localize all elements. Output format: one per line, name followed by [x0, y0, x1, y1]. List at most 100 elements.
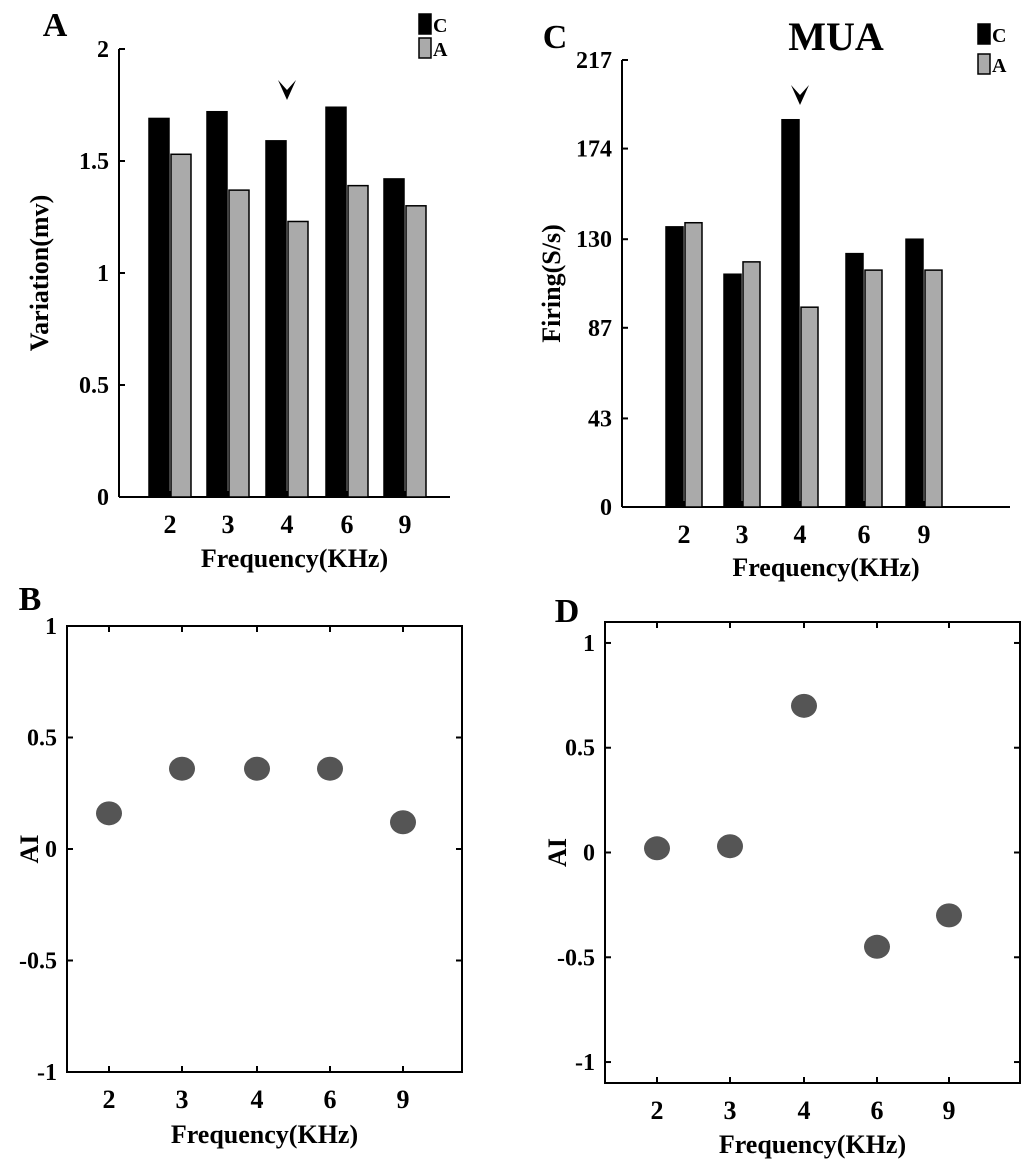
point-9 — [390, 810, 416, 835]
bar-C-4 — [781, 118, 800, 508]
point-3 — [717, 834, 743, 859]
y-tick-label: 0.5 — [565, 736, 595, 762]
panel-C: C MUA 0 43 87 130 174 217 2 3 4 6 9 Frequency(KHz) Fir… — [537, 14, 1010, 582]
y-tick-label: 0.5 — [27, 726, 57, 752]
point-6 — [317, 756, 343, 781]
arrow-marker — [278, 80, 296, 100]
y-tick-label: 0 — [45, 837, 57, 863]
bar-A-6 — [347, 184, 369, 498]
point-2 — [644, 836, 670, 861]
legend-swatch-C — [977, 23, 991, 45]
bar-A-6 — [864, 269, 883, 508]
x-tick-label: 2 — [678, 520, 691, 549]
y-tick-label: 1 — [97, 261, 109, 287]
x-tick-label: 9 — [397, 1085, 410, 1114]
x-tick-label: 4 — [794, 520, 807, 549]
y-tick-label: 43 — [588, 406, 612, 432]
panel-A: A 0 0.5 1 1.5 2 2 3 4 6 9 Frequency(KHz) Variation(m… — [25, 7, 450, 573]
panel-B: B -1 -0.5 0 0.5 1 2 3 4 6 9 Frequency(KHz) AI — [15, 581, 463, 1149]
bar-A-9 — [924, 269, 943, 508]
y-axis-label: AI — [543, 838, 572, 867]
bar-A-2 — [170, 153, 192, 498]
legend-label-A: A — [433, 39, 448, 61]
point-9 — [936, 903, 962, 928]
chart-title: MUA — [788, 14, 884, 59]
point-4 — [244, 756, 270, 781]
x-axis-label: Frequency(KHz) — [171, 1120, 358, 1149]
y-tick-label: -1 — [575, 1050, 595, 1076]
x-tick-label: 3 — [176, 1085, 189, 1114]
point-6 — [864, 934, 890, 959]
bar-A-4 — [800, 306, 819, 508]
bar-A-2 — [684, 221, 703, 508]
bar-C-2 — [665, 226, 684, 508]
point-3 — [169, 756, 195, 781]
x-tick-label: 3 — [736, 520, 749, 549]
panel-label-C: C — [543, 19, 568, 56]
x-tick-label: 9 — [943, 1096, 956, 1125]
x-tick-label: 3 — [222, 510, 235, 539]
y-tick-label: 87 — [588, 316, 612, 342]
y-tick-label: 0 — [97, 485, 109, 511]
bar-A-9 — [405, 205, 427, 498]
panel-label-B: B — [19, 581, 42, 618]
y-axis-label: Firing(S/s) — [537, 224, 566, 342]
bar-C-9 — [905, 238, 924, 508]
y-tick-label: -1 — [37, 1060, 57, 1086]
y-tick-label: 174 — [576, 137, 612, 163]
x-tick-label: 3 — [724, 1096, 737, 1125]
y-tick-label: 1 — [583, 631, 595, 657]
x-tick-label: 2 — [651, 1096, 664, 1125]
x-tick-label: 4 — [251, 1085, 264, 1114]
y-tick-label: 1.5 — [79, 149, 109, 175]
x-tick-label: 2 — [103, 1085, 116, 1114]
x-tick-label: 4 — [798, 1096, 811, 1125]
panel-D: D -1 -0.5 0 0.5 1 2 3 4 6 9 Frequency(KHz) AI — [543, 593, 1021, 1159]
legend-swatch-A — [418, 37, 432, 59]
x-tick-label: 6 — [858, 520, 871, 549]
y-tick-label: -0.5 — [557, 945, 595, 971]
legend-swatch-C — [418, 13, 432, 35]
panel-label-D: D — [555, 593, 580, 630]
bar-C-6 — [845, 252, 864, 508]
y-tick-label: 2 — [97, 37, 109, 63]
legend-label-A: A — [992, 55, 1007, 77]
y-tick-label: 0 — [600, 495, 612, 521]
x-tick-label: 6 — [871, 1096, 884, 1125]
x-axis-label: Frequency(KHz) — [201, 544, 388, 573]
x-tick-label: 4 — [281, 510, 294, 539]
y-tick-label: 217 — [576, 48, 612, 74]
bar-C-6 — [325, 106, 347, 498]
plot-frame — [66, 625, 463, 1073]
bar-C-3 — [206, 110, 228, 498]
x-axis-label: Frequency(KHz) — [719, 1130, 906, 1159]
panel-label-A: A — [43, 7, 68, 44]
bar-C-2 — [148, 117, 170, 498]
x-axis-label: Frequency(KHz) — [732, 553, 919, 582]
bar-A-4 — [287, 220, 309, 498]
point-2 — [96, 801, 122, 826]
bar-C-3 — [723, 273, 742, 508]
y-tick-label: 1 — [45, 614, 57, 640]
legend-swatch-A — [977, 53, 991, 75]
legend-label-C: C — [992, 25, 1006, 47]
x-tick-label: 9 — [918, 520, 931, 549]
point-4 — [791, 693, 817, 718]
y-tick-label: 0 — [583, 841, 595, 867]
x-tick-label: 6 — [324, 1085, 337, 1114]
y-tick-label: 0.5 — [79, 373, 109, 399]
bar-A-3 — [228, 189, 250, 498]
bar-C-4 — [265, 140, 287, 498]
y-tick-label: 130 — [576, 227, 612, 253]
x-tick-label: 9 — [399, 510, 412, 539]
y-tick-label: -0.5 — [19, 949, 57, 975]
legend-label-C: C — [433, 15, 447, 37]
y-axis-label: AI — [15, 835, 44, 864]
x-tick-label: 6 — [341, 510, 354, 539]
x-tick-label: 2 — [164, 510, 177, 539]
bar-C-9 — [383, 178, 405, 498]
bar-A-3 — [742, 261, 761, 508]
y-axis-label: Variation(mv) — [25, 195, 54, 351]
arrow-marker — [791, 85, 809, 105]
